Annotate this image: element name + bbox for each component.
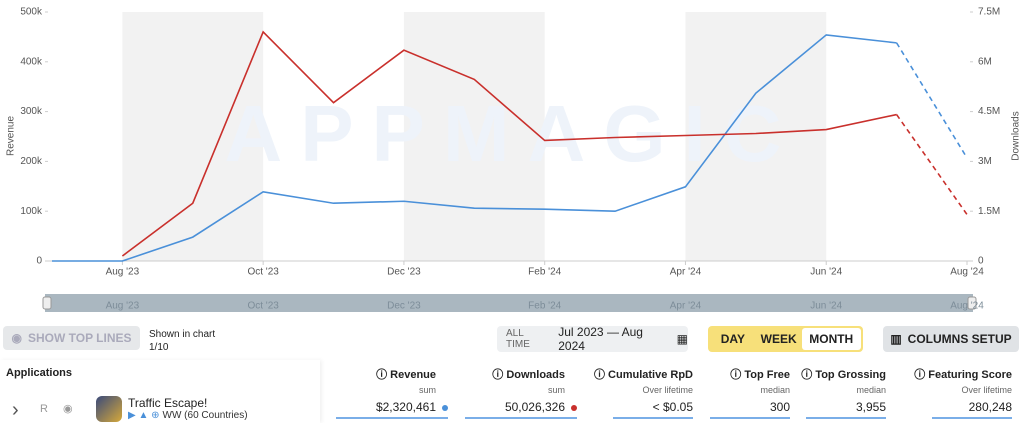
- series-dot: [442, 404, 448, 411]
- series-line: [52, 34, 897, 262]
- table-cell: < $0.05: [613, 400, 693, 419]
- period-option[interactable]: MONTH: [801, 328, 861, 350]
- button-label: SHOW TOP LINES: [27, 331, 132, 345]
- cell-value: 50,026,326: [504, 400, 565, 414]
- column-header[interactable]: ⓘ Top Grossing median: [796, 366, 886, 395]
- x-tick-label: Feb '24: [528, 267, 561, 278]
- table-cell: 280,248: [932, 400, 1012, 419]
- period-band: [122, 12, 264, 261]
- column-subtitle: Over lifetime: [961, 385, 1012, 395]
- app-name[interactable]: Traffic Escape!: [128, 396, 208, 410]
- period-option[interactable]: DAY: [720, 332, 745, 346]
- y-axis-label: Revenue: [6, 116, 17, 156]
- range: Jul 2023 — Aug 2024: [558, 325, 643, 353]
- column-name: ⓘ Featuring Score: [914, 369, 1012, 381]
- chart: APPMAGIC Revenue Downloads 0 100k 200k 300k…: [6, 7, 1022, 312]
- cell-value: 300: [769, 400, 790, 414]
- navigator-label: Feb '24: [528, 301, 561, 312]
- sticky-column: [0, 360, 320, 423]
- column-header[interactable]: ⓘ Revenue sum: [336, 366, 436, 395]
- navigator-label: Aug '24: [950, 301, 984, 312]
- series-line-dashed: [895, 42, 968, 159]
- table-cell: 50,026,326: [465, 400, 577, 419]
- period-band: [403, 12, 545, 261]
- y2-axis-label: Downloads: [1011, 111, 1022, 160]
- y2-tick-label: 0: [978, 256, 984, 267]
- column-header[interactable]: ⓘ Featuring Score Over lifetime: [902, 366, 1012, 395]
- watermark: APPMAGIC: [224, 89, 799, 178]
- column-name: ⓘ Top Free: [730, 369, 790, 381]
- table-cell: 300: [710, 400, 790, 419]
- y-tick-label: 500k: [20, 7, 43, 18]
- cell-value: 280,248: [968, 400, 1012, 414]
- y2-tick-label: 1.5M: [978, 206, 1000, 217]
- period-option[interactable]: WEEK: [760, 332, 797, 346]
- x-tick-label: Jun '24: [810, 267, 842, 278]
- y-tick-label: 0: [36, 256, 42, 267]
- navigator-label: Dec '23: [387, 301, 421, 312]
- y2-tick-label: 6M: [978, 56, 992, 67]
- columns-setup-button[interactable]: ▥ COLUMNS SETUP: [883, 326, 1019, 352]
- y2-tick-label: 3M: [978, 156, 992, 167]
- visibility-icon[interactable]: ◉: [63, 403, 73, 415]
- navigator-label: Aug '23: [106, 301, 140, 312]
- x-tick-label: Dec '23: [387, 267, 421, 278]
- column-header[interactable]: ⓘ Top Free median: [700, 366, 790, 395]
- x-tick-label: Aug '24: [950, 267, 984, 278]
- column-header: Applications: [6, 367, 73, 379]
- badge: R: [40, 403, 48, 415]
- series-line-dashed: [895, 114, 968, 215]
- y2-tick-label: 4.5M: [978, 106, 1000, 117]
- y-tick-label: 100k: [20, 206, 43, 217]
- x-tick-label: Apr '24: [670, 267, 702, 278]
- navigator-label: Oct '23: [247, 301, 279, 312]
- navigator-handle[interactable]: [42, 296, 52, 310]
- cell-value: < $0.05: [652, 400, 693, 414]
- column-name: ⓘ Downloads: [492, 369, 565, 381]
- column-subtitle: median: [760, 385, 790, 395]
- table-cell: $2,320,461: [336, 400, 448, 419]
- date-range-picker[interactable]: ALL TIME Jul 2023 — Aug 2024 ▦: [497, 325, 688, 353]
- button-label: COLUMNS SETUP: [907, 332, 1012, 346]
- y-tick-label: 400k: [20, 56, 43, 67]
- series-line: [121, 30, 897, 257]
- shown-in-chart: Shown in chart 1/10: [149, 328, 215, 354]
- y2-tick-label: 7.5M: [978, 7, 1000, 18]
- table-cell: 3,955: [806, 400, 886, 419]
- app-icon: [96, 396, 122, 422]
- count: 1/10: [149, 342, 169, 353]
- navigator-label: Jun '24: [810, 301, 842, 312]
- y-tick-label: 300k: [20, 106, 43, 117]
- column-subtitle: Over lifetime: [642, 385, 693, 395]
- show-top-lines-button[interactable]: ◉ SHOW TOP LINES: [3, 326, 140, 350]
- range-label: ALL TIME: [506, 328, 530, 350]
- cell-value: 3,955: [855, 400, 886, 414]
- column-subtitle: median: [856, 385, 886, 395]
- column-name: ⓘ Revenue: [376, 369, 436, 381]
- column-header[interactable]: ⓘ Downloads sum: [465, 366, 565, 395]
- series-dot: [571, 404, 577, 411]
- period-toggle: DAY WEEK MONTH: [708, 326, 863, 352]
- x-tick-label: Oct '23: [247, 267, 279, 278]
- y-tick-label: 200k: [20, 156, 43, 167]
- column-subtitle: sum: [547, 385, 565, 395]
- x-tick-label: Aug '23: [106, 267, 140, 278]
- column-name: ⓘ Cumulative RpD: [593, 369, 693, 381]
- navigator[interactable]: [45, 294, 973, 312]
- navigator-label: Apr '24: [670, 301, 702, 312]
- app-region: ▶ ▲ ⊕ WW (60 Countries): [128, 410, 248, 421]
- navigator-handle[interactable]: [967, 296, 977, 310]
- expand-chevron[interactable]: ›: [12, 399, 19, 421]
- column-subtitle: sum: [418, 385, 436, 395]
- calendar-icon: ▦: [676, 332, 688, 346]
- label: Shown in chart: [149, 329, 216, 340]
- column-header[interactable]: ⓘ Cumulative RpD Over lifetime: [573, 366, 693, 395]
- column-name: ⓘ Top Grossing: [801, 369, 886, 381]
- cell-value: $2,320,461: [375, 400, 436, 414]
- region: WW (60 Countries): [162, 410, 248, 421]
